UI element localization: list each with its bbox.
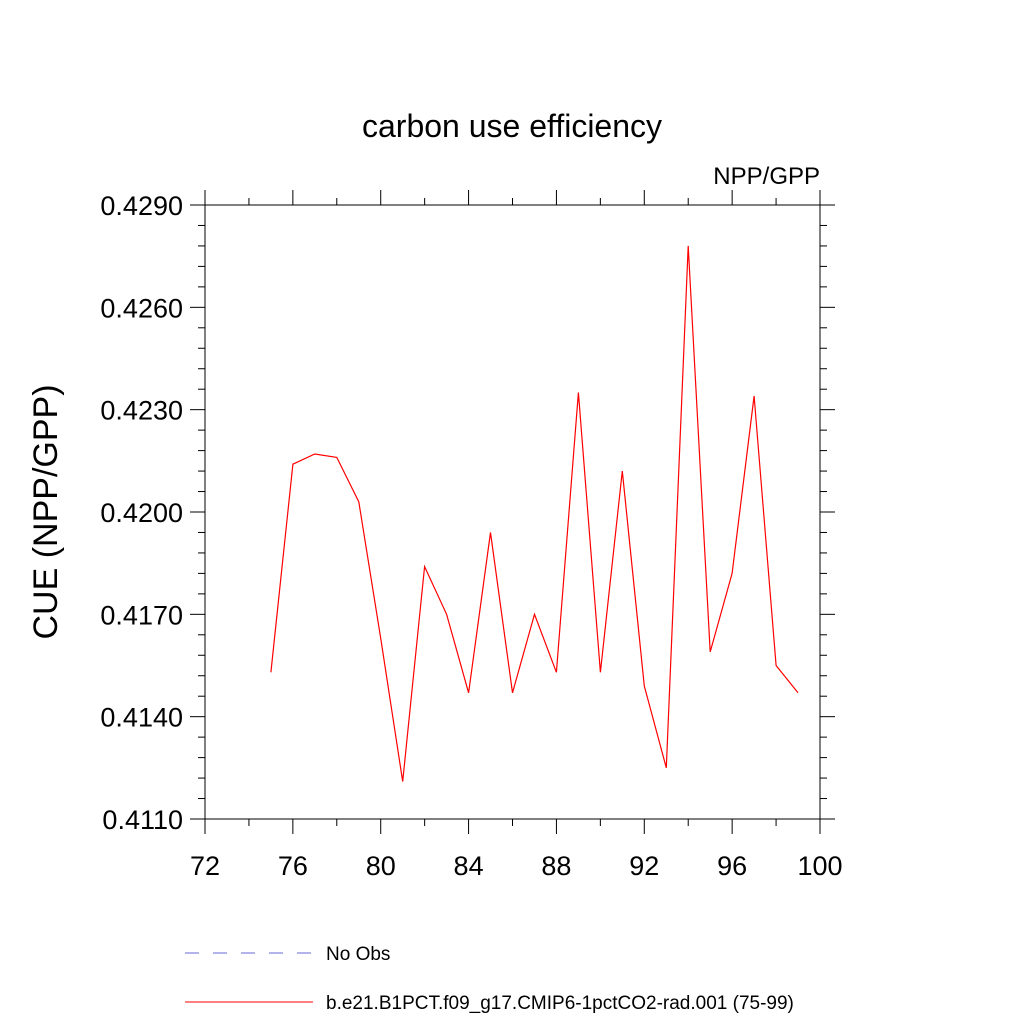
- chart-subtitle: NPP/GPP: [713, 163, 820, 190]
- y-tick-label: 0.4170: [100, 600, 183, 630]
- plot-frame: [204, 204, 821, 820]
- axis-ticks: [190, 190, 835, 834]
- x-tick-label: 100: [797, 851, 842, 881]
- legend-label-no-obs: No Obs: [326, 944, 390, 965]
- chart-title: carbon use efficiency: [362, 108, 662, 144]
- y-tick-label: 0.4290: [100, 191, 183, 221]
- series-line-1: [270, 245, 799, 782]
- y-tick-label: 0.4230: [100, 396, 183, 426]
- x-tick-label: 88: [541, 851, 571, 881]
- series-lines: [270, 245, 799, 782]
- y-tick-label: 0.4110: [102, 805, 183, 835]
- legend-label-model-run: b.e21.B1PCT.f09_g17.CMIP6-1pctCO2-rad.00…: [326, 993, 794, 1014]
- x-tick-label: 96: [717, 851, 747, 881]
- x-tick-label: 76: [278, 851, 308, 881]
- legend: No Obs b.e21.B1PCT.f09_g17.CMIP6-1pctCO2…: [185, 944, 794, 1014]
- x-tick-label: 72: [190, 851, 220, 881]
- x-tick-label: 92: [629, 851, 659, 881]
- y-tick-label: 0.4260: [100, 293, 183, 323]
- axis-tick-labels: 72 76 80 84 88 92 96 100 0.4110 0.4140 0.4170 0.420…: [100, 191, 842, 881]
- x-tick-label: 84: [454, 851, 484, 881]
- y-tick-label: 0.4140: [100, 703, 183, 733]
- y-axis-label: CUE (NPP/GPP): [27, 384, 65, 639]
- y-tick-label: 0.4200: [100, 498, 183, 528]
- x-tick-label: 80: [366, 851, 396, 881]
